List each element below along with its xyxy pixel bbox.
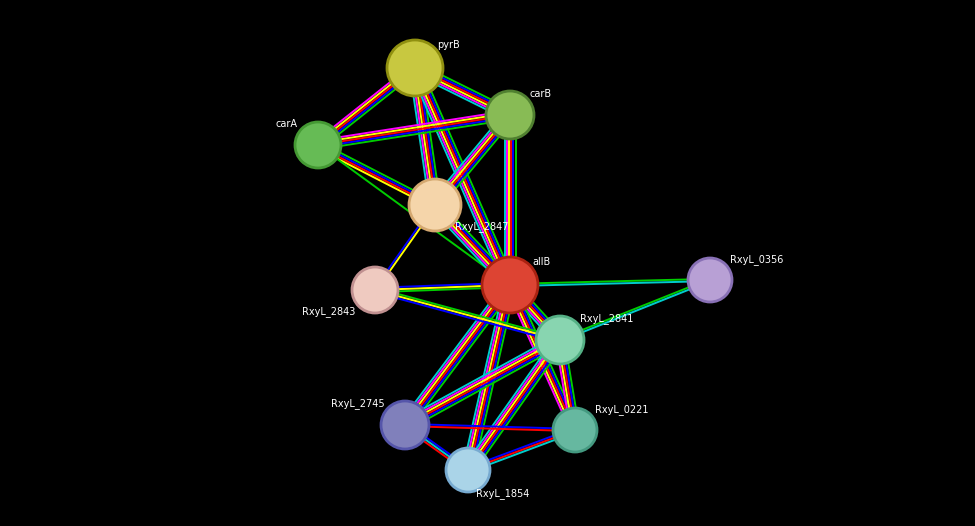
Circle shape <box>409 179 461 231</box>
Text: carB: carB <box>530 89 552 99</box>
Text: RxyL_2843: RxyL_2843 <box>301 306 355 317</box>
Text: RxyL_2847: RxyL_2847 <box>455 221 509 232</box>
Text: allB: allB <box>532 257 550 267</box>
Text: pyrB: pyrB <box>437 40 460 50</box>
Text: RxyL_0356: RxyL_0356 <box>730 254 783 265</box>
Text: RxyL_2745: RxyL_2745 <box>332 398 385 409</box>
Circle shape <box>352 267 398 313</box>
Circle shape <box>486 91 534 139</box>
Circle shape <box>553 408 597 452</box>
Circle shape <box>387 40 443 96</box>
Text: RxyL_0221: RxyL_0221 <box>595 404 648 415</box>
Circle shape <box>536 316 584 364</box>
Circle shape <box>482 257 538 313</box>
Circle shape <box>381 401 429 449</box>
Text: RxyL_2841: RxyL_2841 <box>580 313 634 324</box>
Circle shape <box>446 448 490 492</box>
Circle shape <box>295 122 341 168</box>
Circle shape <box>688 258 732 302</box>
Text: RxyL_1854: RxyL_1854 <box>476 488 529 499</box>
Text: carA: carA <box>276 119 298 129</box>
